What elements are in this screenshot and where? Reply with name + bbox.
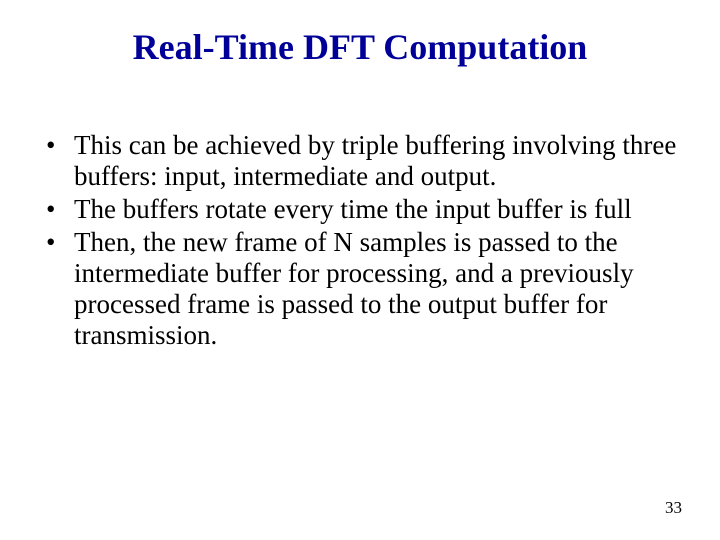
bullet-list: This can be achieved by triple buffering… [40, 130, 680, 351]
slide-body: This can be achieved by triple buffering… [40, 130, 680, 353]
slide-title: Real-Time DFT Computation [0, 28, 720, 68]
list-item: Then, the new frame of N samples is pass… [40, 227, 680, 351]
page-number: 33 [665, 498, 682, 518]
slide: Real-Time DFT Computation This can be ac… [0, 0, 720, 540]
list-item: The buffers rotate every time the input … [40, 194, 680, 225]
list-item: This can be achieved by triple buffering… [40, 130, 680, 192]
